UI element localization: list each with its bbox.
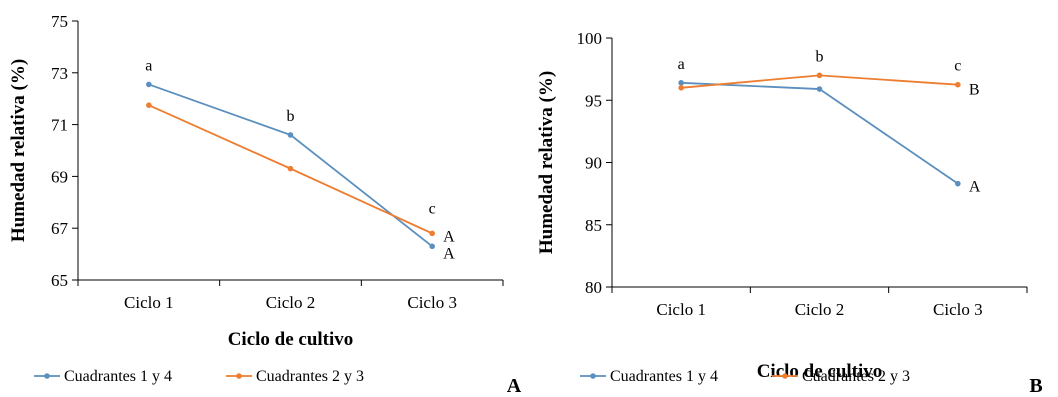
y-tick-label: 80: [585, 278, 602, 297]
series-end-letter: A: [443, 245, 455, 262]
y-tick-label: 85: [585, 216, 602, 235]
data-point: [816, 86, 823, 92]
legend-swatch-marker: [590, 373, 596, 379]
y-tick-label: 67: [51, 219, 69, 238]
x-tick-label: Ciclo 2: [266, 293, 316, 312]
data-point: [678, 85, 684, 91]
data-point: [429, 243, 435, 250]
data-point: [816, 72, 823, 79]
series-end-letter: B: [969, 82, 980, 99]
x-tick-label: Ciclo 1: [124, 293, 174, 312]
data-point: [955, 81, 961, 88]
legend-label: Cuadrantes 2 y 3: [802, 368, 910, 385]
category-letter: a: [145, 57, 152, 74]
y-tick-label: 65: [51, 271, 68, 290]
data-point: [146, 81, 152, 88]
series-end-letter: A: [443, 228, 455, 245]
data-point: [287, 132, 294, 138]
series-line: [681, 81, 959, 185]
y-tick-label: 69: [51, 167, 68, 186]
legend-swatch-marker: [236, 373, 242, 379]
series-end-letter: A: [969, 179, 981, 196]
data-point: [146, 102, 152, 108]
category-letter: b: [287, 108, 295, 125]
legend-label: Cuadrantes 1 y 4: [64, 368, 172, 385]
data-point: [429, 230, 435, 237]
legend-swatch-marker: [782, 373, 788, 379]
panel-label: A: [507, 375, 522, 397]
legend: Cuadrantes 1 y 4 Cuadrantes 2 y 3: [34, 368, 364, 385]
x-axis-title: Ciclo de cultivo: [228, 329, 354, 350]
chart-panel-a: 65 67 69 71 73 75 Ciclo 1 Ciclo 2 Ciclo 3 Ciclo d…: [8, 12, 522, 397]
category-letter: c: [954, 58, 961, 75]
x-tick-label: Ciclo 3: [933, 300, 983, 319]
legend-label: Cuadrantes 2 y 3: [256, 368, 364, 385]
legend-label: Cuadrantes 1 y 4: [610, 368, 718, 385]
y-tick-label: 71: [51, 116, 68, 135]
category-letter: a: [678, 56, 685, 73]
category-letter: b: [816, 48, 824, 65]
y-tick-label: 90: [585, 154, 602, 173]
data-point: [955, 180, 961, 187]
data-point: [678, 80, 684, 86]
category-letter: c: [429, 200, 436, 217]
legend: Cuadrantes 1 y 4 Cuadrantes 2 y 3: [580, 368, 910, 385]
panel-label: B: [1029, 375, 1042, 397]
y-tick-label: 95: [585, 91, 602, 110]
y-axis-title: Humedad relativa (%): [536, 71, 557, 254]
legend-swatch-marker: [44, 373, 50, 379]
y-tick-label: 100: [577, 29, 603, 48]
x-tick-label: Ciclo 3: [407, 293, 457, 312]
y-tick-label: 75: [51, 12, 68, 31]
y-tick-label: 73: [51, 64, 68, 83]
x-tick-label: Ciclo 2: [795, 300, 845, 319]
data-point: [287, 165, 294, 172]
x-tick-label: Ciclo 1: [656, 300, 706, 319]
y-axis-title: Humedad relativa (%): [8, 59, 29, 242]
